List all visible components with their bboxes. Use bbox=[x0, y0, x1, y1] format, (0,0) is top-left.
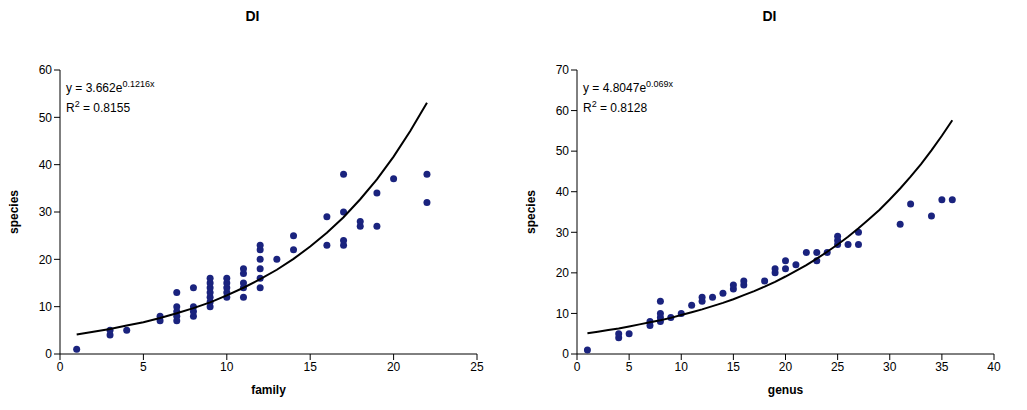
svg-text:0: 0 bbox=[562, 347, 569, 361]
svg-text:50: 50 bbox=[556, 144, 570, 158]
svg-text:50: 50 bbox=[39, 111, 53, 125]
svg-text:25: 25 bbox=[470, 360, 484, 374]
svg-text:20: 20 bbox=[556, 266, 570, 280]
svg-text:10: 10 bbox=[556, 307, 570, 321]
svg-text:20: 20 bbox=[779, 360, 793, 374]
svg-text:10: 10 bbox=[39, 300, 53, 314]
svg-text:10: 10 bbox=[675, 360, 689, 374]
svg-text:genus: genus bbox=[768, 383, 804, 397]
svg-text:30: 30 bbox=[883, 360, 897, 374]
html-text:R2= 0.8128: R2= 0.8128 bbox=[583, 99, 648, 115]
svg-text:60: 60 bbox=[556, 104, 570, 118]
html-text:y = 4.8047e0.069x: y = 4.8047e0.069x bbox=[583, 79, 674, 95]
svg-text:0: 0 bbox=[574, 360, 581, 374]
svg-text:40: 40 bbox=[556, 185, 570, 199]
svg-text:species: species bbox=[7, 190, 21, 234]
svg-text:40: 40 bbox=[987, 360, 1001, 374]
svg-text:15: 15 bbox=[727, 360, 741, 374]
html-text:DI: DI bbox=[245, 8, 260, 24]
svg-text:30: 30 bbox=[556, 226, 570, 240]
html-text:R2= 0.8155: R2= 0.8155 bbox=[66, 99, 131, 115]
svg-text:35: 35 bbox=[935, 360, 949, 374]
svg-text:20: 20 bbox=[387, 360, 401, 374]
svg-text:species: species bbox=[524, 190, 538, 234]
svg-text:30: 30 bbox=[39, 205, 53, 219]
svg-text:60: 60 bbox=[39, 63, 53, 77]
svg-text:40: 40 bbox=[39, 158, 53, 172]
svg-text:5: 5 bbox=[140, 360, 147, 374]
svg-text:70: 70 bbox=[556, 63, 570, 77]
svg-text:20: 20 bbox=[39, 253, 53, 267]
svg-text:10: 10 bbox=[220, 360, 234, 374]
svg-text:family: family bbox=[251, 383, 286, 397]
svg-text:0: 0 bbox=[45, 347, 52, 361]
svg-text:0: 0 bbox=[57, 360, 64, 374]
html-text:DI: DI bbox=[762, 8, 777, 24]
svg-text:5: 5 bbox=[626, 360, 633, 374]
svg-text:25: 25 bbox=[831, 360, 845, 374]
svg-text:15: 15 bbox=[304, 360, 318, 374]
html-text:y = 3.662e0.1216x: y = 3.662e0.1216x bbox=[66, 79, 155, 95]
